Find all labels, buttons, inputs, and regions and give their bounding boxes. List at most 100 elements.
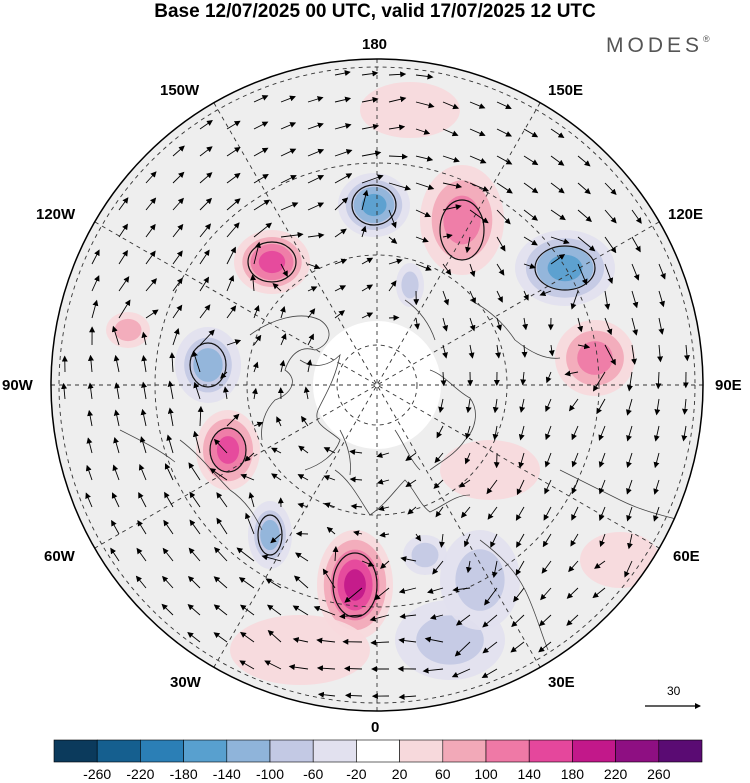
wind-vector	[545, 371, 552, 384]
wind-vector	[361, 123, 380, 130]
anomaly-pos-caspian	[580, 532, 660, 588]
wind-vector	[216, 492, 228, 508]
lon-label-150e: 150E	[548, 82, 584, 99]
wind-vector	[433, 479, 444, 489]
wind-vector	[681, 425, 688, 442]
wind-vector	[222, 386, 229, 400]
colorbar-swatch	[399, 739, 444, 763]
wind-vector	[187, 631, 201, 643]
wind-vector	[172, 277, 183, 292]
wind-vector	[388, 153, 408, 160]
wind-vector	[469, 209, 489, 224]
wind-vector	[298, 445, 309, 454]
wind-vector	[568, 560, 579, 573]
wind-vector	[353, 530, 363, 537]
colorbar-swatch	[658, 739, 703, 763]
wind-vector	[596, 398, 606, 415]
wind-vector	[240, 473, 255, 481]
wind-vector	[427, 587, 444, 594]
wind-vector	[468, 344, 475, 359]
colorbar-swatch	[485, 739, 530, 763]
anomaly-pos-pacific-west-band	[114, 318, 142, 342]
wind-vector	[265, 578, 282, 589]
wind-vector	[626, 425, 633, 442]
wind-vector	[140, 408, 147, 427]
wind-vector	[442, 182, 463, 189]
wind-vector	[388, 280, 397, 292]
wind-vector	[442, 204, 462, 211]
wind-vector	[162, 575, 174, 589]
wind-vector	[482, 641, 498, 654]
wind-vector	[332, 546, 339, 562]
colorbar-tick-label: 100	[474, 766, 498, 782]
wind-vector	[570, 290, 579, 310]
wind-vector	[323, 474, 336, 481]
wind-vector	[438, 398, 445, 413]
lon-label-30w: 30W	[170, 674, 201, 691]
colorbar-swatch	[96, 739, 141, 763]
wind-vector	[464, 452, 471, 465]
wind-vector	[141, 355, 148, 373]
wind-vector	[307, 175, 325, 184]
wind-vector	[518, 425, 525, 441]
wind-vector	[592, 371, 606, 392]
wind-vector	[253, 334, 262, 346]
wind-vector	[544, 452, 552, 468]
wind-vector	[199, 223, 212, 238]
wind-vector	[276, 416, 282, 427]
wind-vector	[361, 96, 379, 103]
wind-vector	[405, 452, 417, 461]
wind-vector	[279, 359, 286, 373]
wind-vector	[599, 533, 606, 548]
wind-vector	[172, 171, 185, 184]
wind-vector	[388, 236, 398, 244]
wind-vector	[544, 479, 552, 495]
wind-vector	[521, 344, 528, 358]
anomaly-neg-chukotka-band	[401, 271, 419, 299]
wind-vector	[334, 70, 351, 77]
wind-vector	[307, 148, 325, 157]
wind-vector	[464, 425, 471, 440]
wind-vector	[110, 547, 120, 562]
colorbar-tick-label: -180	[169, 766, 198, 782]
wind-vector	[511, 614, 525, 628]
wind-vector	[334, 96, 352, 103]
wind-vector	[361, 257, 374, 265]
wind-vector	[280, 333, 287, 346]
wind-vector	[252, 361, 259, 373]
wind-vector	[238, 577, 255, 589]
wind-vector	[226, 275, 235, 292]
wind-vector	[442, 155, 460, 163]
wind-vector	[415, 236, 429, 243]
wind-vector	[213, 438, 228, 454]
wind-vector	[653, 452, 660, 469]
wind-vector	[399, 613, 417, 620]
wind-vector	[326, 526, 336, 535]
wind-vector	[543, 506, 552, 521]
wind-vector	[442, 233, 453, 240]
wind-vector	[463, 533, 471, 548]
wind-vector	[626, 479, 633, 495]
colorbar-swatch	[140, 739, 184, 763]
wind-vector	[604, 317, 613, 336]
wind-vector	[293, 575, 309, 589]
wind-vector	[253, 304, 260, 319]
wind-vector	[135, 575, 147, 589]
wind-vector	[91, 275, 100, 292]
wind-vector	[550, 182, 565, 194]
wind-vector	[683, 344, 690, 362]
wind-vector	[454, 641, 471, 657]
wind-vector	[172, 328, 180, 346]
colorbar-swatch	[269, 739, 314, 763]
anomaly-neg-labrador	[248, 501, 292, 569]
wind-vector	[442, 128, 459, 137]
wind-vector	[138, 492, 147, 508]
polar-map-disc	[51, 59, 703, 711]
wind-vector	[460, 506, 471, 519]
wind-vector	[550, 155, 565, 166]
wind-vectors	[61, 70, 690, 700]
wind-vector	[486, 479, 498, 495]
wind-vector	[388, 124, 406, 131]
wind-vector	[344, 665, 363, 672]
